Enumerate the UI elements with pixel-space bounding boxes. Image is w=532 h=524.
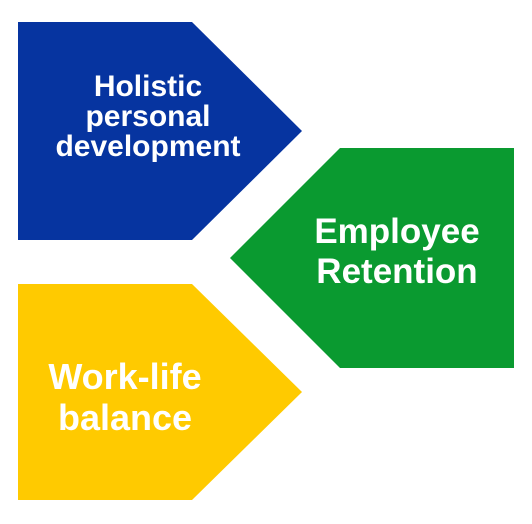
arrow-right-label: Employee Retention — [294, 212, 500, 292]
arrow-right-line-2: Retention — [316, 251, 478, 291]
arrow-top-label: Holistic personal development — [48, 72, 248, 162]
arrow-top-line-2: personal — [85, 100, 211, 133]
arrow-right-line-1: Employee — [314, 212, 480, 251]
arrow-top-shape — [18, 22, 302, 240]
arrow-top-line-1: Holistic — [93, 70, 203, 103]
arrow-bottom-line-2: balance — [57, 397, 193, 439]
arrow-bottom-label: Work-life balance — [20, 356, 230, 438]
arrow-bottom-line-1: Work-life — [48, 356, 202, 397]
arrow-top-line-3: development — [55, 130, 241, 163]
arrow-bottom-shape — [18, 284, 302, 500]
arrow-right-shape — [230, 148, 514, 368]
